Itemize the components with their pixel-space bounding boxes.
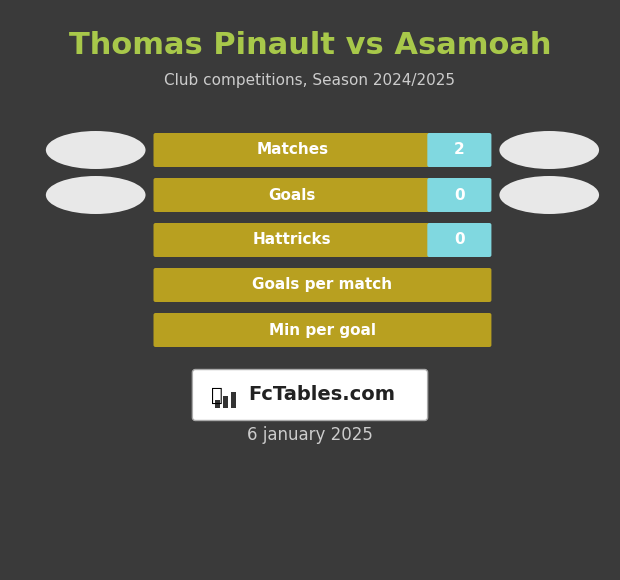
Text: 0: 0 <box>454 233 464 248</box>
Text: 6 january 2025: 6 january 2025 <box>247 426 373 444</box>
Ellipse shape <box>46 131 146 169</box>
Text: Matches: Matches <box>256 143 329 158</box>
FancyBboxPatch shape <box>427 133 492 167</box>
Text: Min per goal: Min per goal <box>269 322 376 338</box>
FancyBboxPatch shape <box>427 178 492 212</box>
Ellipse shape <box>499 176 599 214</box>
Text: Thomas Pinault vs Asamoah: Thomas Pinault vs Asamoah <box>69 31 551 60</box>
FancyBboxPatch shape <box>154 133 432 167</box>
Text: 📊: 📊 <box>211 386 223 404</box>
FancyBboxPatch shape <box>154 268 492 302</box>
Text: 0: 0 <box>454 187 464 202</box>
FancyBboxPatch shape <box>192 369 428 420</box>
Bar <box>223 396 228 408</box>
FancyBboxPatch shape <box>154 223 432 257</box>
FancyBboxPatch shape <box>427 223 492 257</box>
FancyBboxPatch shape <box>154 178 432 212</box>
Ellipse shape <box>46 176 146 214</box>
Ellipse shape <box>499 131 599 169</box>
Text: Goals: Goals <box>268 187 316 202</box>
Text: Club competitions, Season 2024/2025: Club competitions, Season 2024/2025 <box>164 72 456 88</box>
Text: 2: 2 <box>454 143 465 158</box>
Text: FcTables.com: FcTables.com <box>249 386 396 404</box>
Text: Goals per match: Goals per match <box>252 277 392 292</box>
Bar <box>215 400 220 408</box>
Bar <box>231 392 236 408</box>
FancyBboxPatch shape <box>154 313 492 347</box>
Text: Hattricks: Hattricks <box>253 233 332 248</box>
